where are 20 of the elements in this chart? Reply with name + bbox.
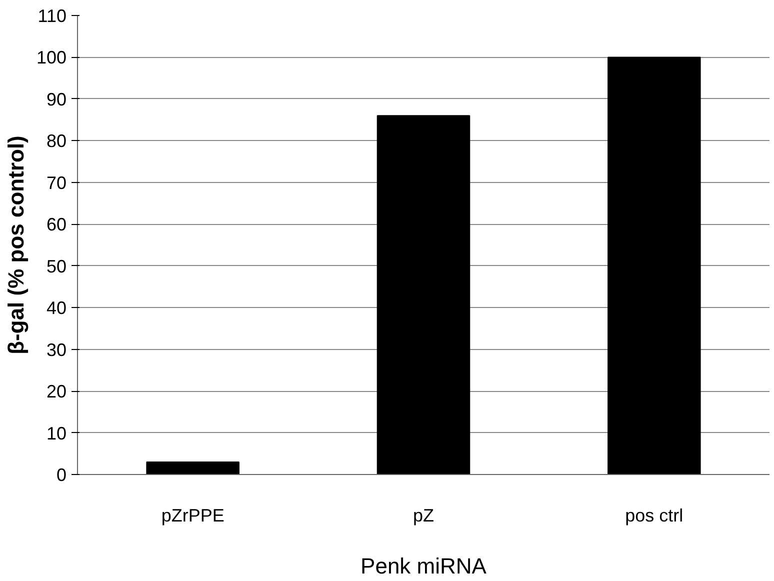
y-tick-label: 70	[46, 172, 67, 193]
y-tick-label: 60	[46, 214, 67, 235]
x-axis-title: Penk miRNA	[360, 554, 487, 578]
bar	[608, 56, 701, 474]
y-tick-label: 90	[46, 89, 67, 110]
x-tick-label: pZrPPE	[161, 506, 224, 526]
x-tick-label: pZ	[412, 506, 434, 526]
x-tick-label: pos ctrl	[625, 506, 684, 526]
bar	[376, 115, 470, 474]
bar	[146, 461, 240, 474]
y-tick-label: 0	[56, 465, 67, 485]
y-tick-label: 40	[46, 298, 67, 318]
y-tick-label: 20	[46, 382, 67, 402]
y-tick-label: 10	[46, 423, 67, 444]
y-axis-title: β-gal (% pos control)	[3, 136, 28, 354]
y-tick-label: 50	[46, 256, 67, 276]
y-tick-label: 80	[46, 131, 67, 152]
y-tick-label: 30	[46, 340, 67, 360]
y-tick-label: 110	[38, 6, 67, 26]
y-tick-label: 100	[36, 48, 67, 68]
